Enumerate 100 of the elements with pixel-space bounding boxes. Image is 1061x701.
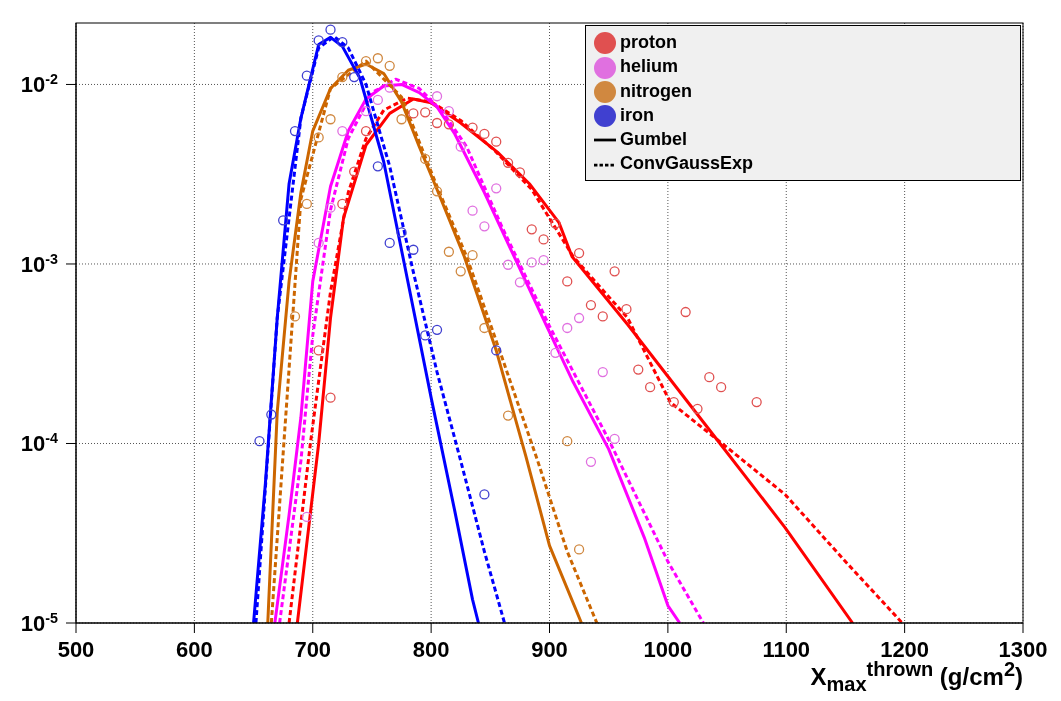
point (751, 396, 762, 408)
point (443, 106, 455, 117)
point (479, 221, 490, 232)
point (349, 166, 360, 177)
point (408, 244, 419, 255)
point (384, 82, 395, 93)
point (467, 205, 478, 216)
point (573, 247, 585, 259)
point (301, 511, 312, 523)
x-tick-label: 800 (412, 637, 450, 662)
point (597, 366, 608, 378)
point (597, 311, 608, 322)
point (289, 125, 301, 137)
point (562, 322, 573, 334)
point (692, 403, 703, 414)
point (455, 266, 466, 277)
point (337, 198, 348, 210)
point (514, 167, 526, 178)
point (313, 132, 324, 143)
point (502, 410, 514, 421)
point (609, 433, 620, 445)
point (325, 392, 336, 403)
point (360, 125, 372, 137)
point (278, 215, 289, 226)
legend-label: nitrogen (620, 80, 692, 101)
point (254, 436, 265, 447)
x-tick-label: 1100 (762, 637, 811, 662)
point (337, 125, 348, 137)
point (633, 364, 644, 375)
point (621, 304, 632, 315)
point (396, 114, 407, 125)
point (431, 91, 443, 102)
point (491, 345, 502, 356)
point (396, 227, 407, 238)
point (313, 237, 324, 249)
point (420, 153, 431, 165)
point (514, 277, 526, 288)
point (431, 324, 443, 335)
legend-label: helium (620, 56, 679, 77)
point (313, 345, 324, 356)
point (337, 71, 348, 83)
point (420, 330, 431, 341)
point (349, 71, 360, 83)
point (301, 198, 312, 210)
point (538, 234, 549, 245)
point (337, 37, 348, 48)
point (325, 202, 336, 213)
point (538, 255, 549, 266)
point (372, 161, 384, 172)
point (573, 312, 585, 324)
point (550, 218, 561, 229)
legend-label: ConvGaussExp (620, 153, 754, 174)
point (467, 249, 478, 261)
x-tick-label: 500 (57, 637, 95, 662)
point (502, 259, 514, 270)
point (609, 266, 620, 277)
point (325, 114, 336, 125)
point (372, 94, 384, 106)
point (289, 311, 301, 322)
point (668, 396, 679, 408)
x-tick-label: 700 (294, 637, 332, 662)
point (372, 53, 384, 64)
point (562, 436, 573, 447)
point (360, 106, 372, 117)
point (301, 70, 312, 81)
point (479, 128, 490, 140)
point (491, 183, 502, 194)
point (680, 306, 691, 318)
y-tick-label: 10$^{-5}$ (20, 610, 59, 636)
point (420, 107, 431, 118)
point (502, 157, 514, 168)
point (573, 544, 585, 555)
point (431, 117, 443, 129)
y-tick-label: 10$^{-3}$ (20, 250, 59, 277)
y-tick-label: 10$^{-4}$ (20, 430, 59, 457)
point (384, 60, 395, 71)
point (715, 382, 727, 393)
point (562, 276, 573, 287)
x-tick-label: 600 (176, 637, 213, 662)
legend-label: Gumbel (620, 129, 688, 149)
x-tick-label: 1000 (643, 637, 693, 662)
point (644, 382, 656, 393)
point (491, 136, 502, 147)
point (479, 489, 490, 500)
y-tick-label: 10$^{-2}$ (20, 71, 59, 98)
legend-label: iron (620, 104, 654, 125)
point (704, 372, 715, 383)
point (408, 108, 419, 119)
point (585, 299, 597, 311)
point (443, 119, 455, 130)
point (266, 409, 277, 420)
point (431, 186, 443, 197)
point (467, 122, 478, 133)
point (585, 456, 597, 468)
point (443, 246, 455, 257)
point (384, 237, 395, 249)
point (526, 257, 537, 268)
point (325, 24, 336, 35)
point (313, 35, 324, 46)
point (550, 347, 561, 358)
